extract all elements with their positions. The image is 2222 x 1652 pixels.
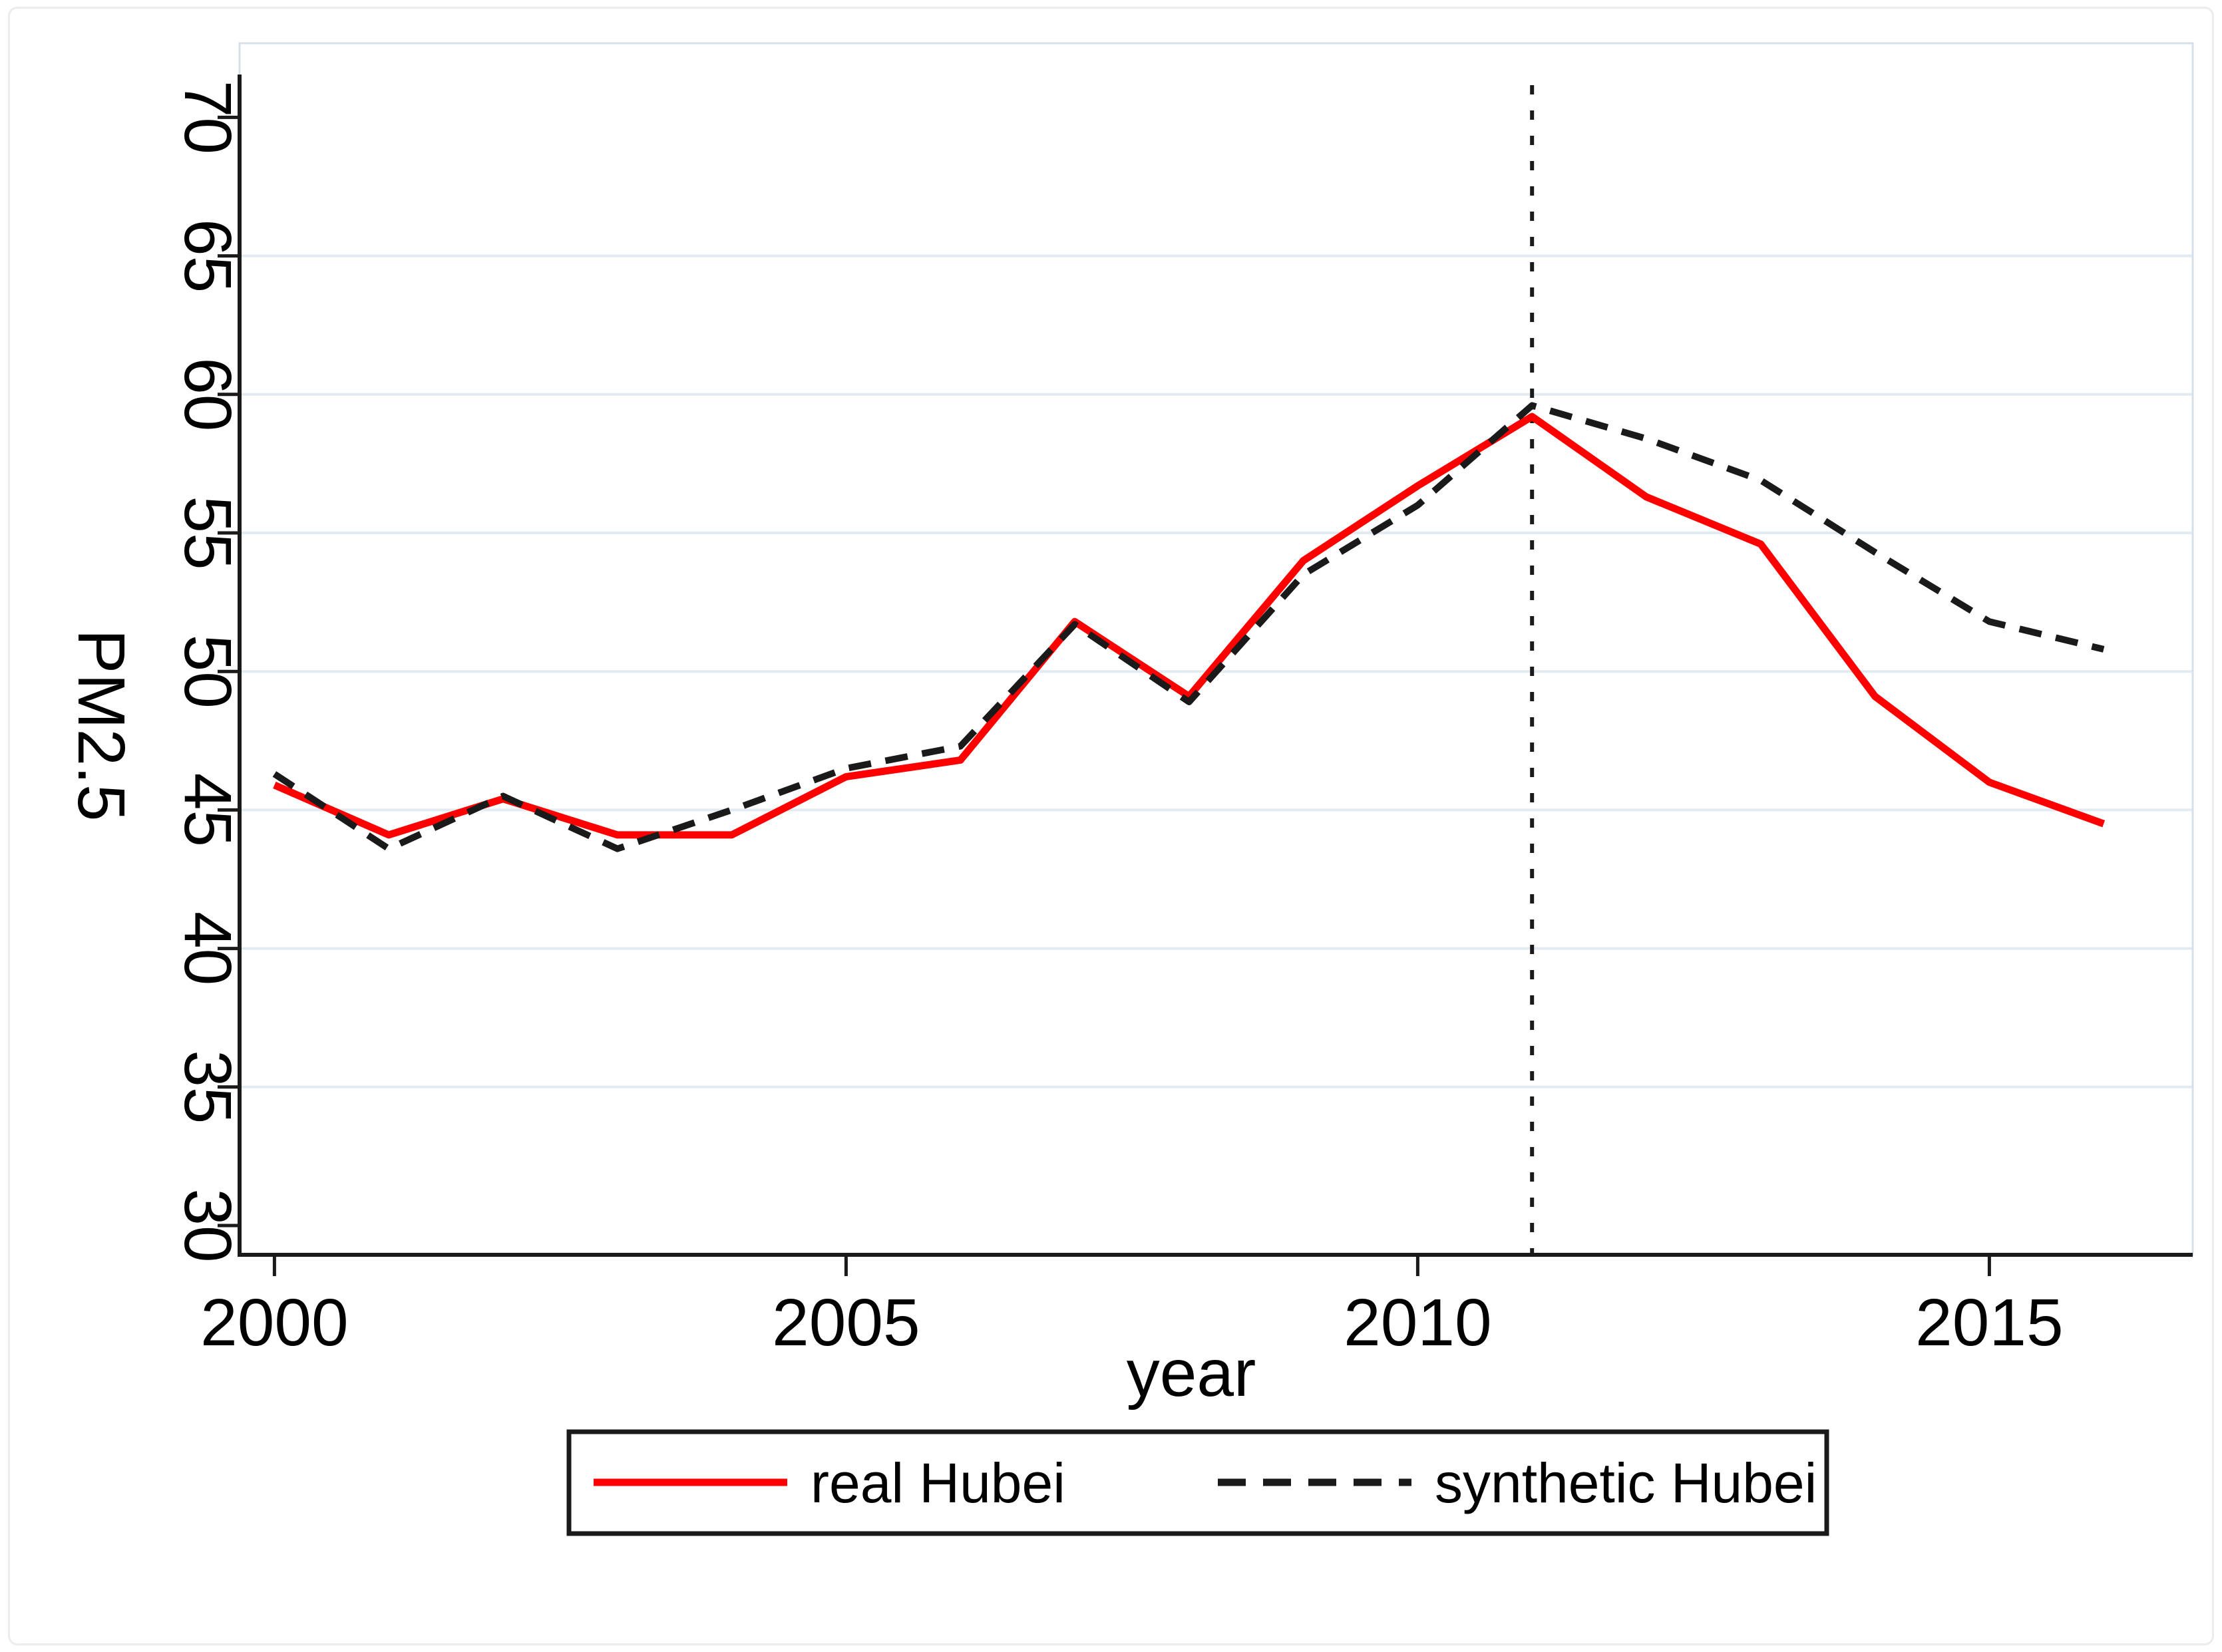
- y-tick-label-30: 30: [170, 1188, 245, 1262]
- x-axis-title: year: [1127, 1336, 1256, 1410]
- y-tick-label-70: 70: [170, 81, 245, 154]
- x-axis-ticks: 2000 2005 2010 2015: [200, 1255, 2064, 1360]
- y-tick-label-60: 60: [170, 357, 245, 431]
- y-axis-title: PM2.5: [64, 629, 138, 821]
- x-tick-label-2000: 2000: [200, 1285, 348, 1360]
- x-tick-label-2015: 2015: [1915, 1285, 2063, 1360]
- synthetic-hubei-line: [272, 402, 2105, 852]
- y-tick-label-50: 50: [170, 635, 245, 709]
- y-axis-ticks: 30 35 40 45 50 55 60 65 70: [170, 81, 245, 1263]
- legend-real-label: real Hubei: [811, 1452, 1065, 1514]
- y-tick-label-45: 45: [170, 773, 245, 847]
- x-tick-label-2010: 2010: [1344, 1285, 1491, 1360]
- plot-area-border: [238, 42, 2194, 1256]
- y-tick-label-40: 40: [170, 911, 245, 985]
- y-tick-label-55: 55: [170, 496, 245, 570]
- legend-synthetic-label: synthetic Hubei: [1435, 1452, 1817, 1514]
- legend: real Hubei synthetic Hubei: [566, 1429, 1829, 1536]
- y-tick-label-35: 35: [170, 1050, 245, 1124]
- y-tick-label-65: 65: [170, 219, 245, 293]
- real-hubei-line: [273, 413, 2106, 839]
- gridlines: [241, 254, 2193, 1088]
- x-tick-label-2005: 2005: [772, 1285, 920, 1360]
